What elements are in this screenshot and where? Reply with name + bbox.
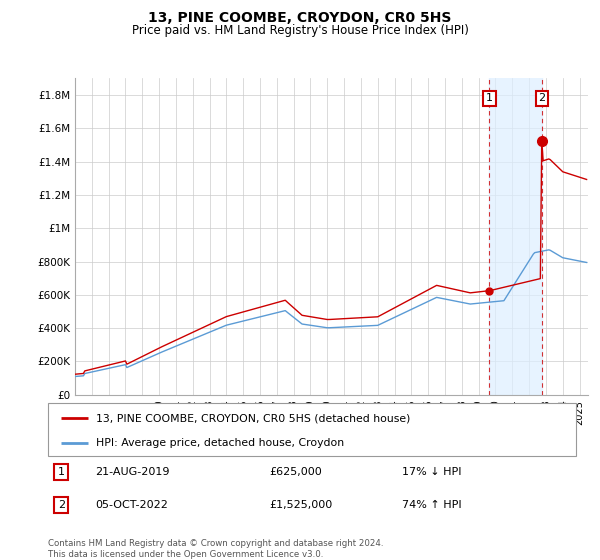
Text: Price paid vs. HM Land Registry's House Price Index (HPI): Price paid vs. HM Land Registry's House … [131,24,469,37]
Text: £1,525,000: £1,525,000 [270,500,333,510]
FancyBboxPatch shape [48,403,576,456]
Text: 21-AUG-2019: 21-AUG-2019 [95,467,170,477]
Text: 2: 2 [58,500,65,510]
Text: 2: 2 [538,94,545,104]
Text: Contains HM Land Registry data © Crown copyright and database right 2024.
This d: Contains HM Land Registry data © Crown c… [48,539,383,559]
Text: 05-OCT-2022: 05-OCT-2022 [95,500,169,510]
Text: 1: 1 [58,467,65,477]
Text: HPI: Average price, detached house, Croydon: HPI: Average price, detached house, Croy… [95,438,344,448]
Text: 74% ↑ HPI: 74% ↑ HPI [402,500,461,510]
Text: £625,000: £625,000 [270,467,323,477]
Text: 17% ↓ HPI: 17% ↓ HPI [402,467,461,477]
Text: 13, PINE COOMBE, CROYDON, CR0 5HS: 13, PINE COOMBE, CROYDON, CR0 5HS [148,11,452,25]
Text: 13, PINE COOMBE, CROYDON, CR0 5HS (detached house): 13, PINE COOMBE, CROYDON, CR0 5HS (detac… [95,413,410,423]
Text: 1: 1 [486,94,493,104]
